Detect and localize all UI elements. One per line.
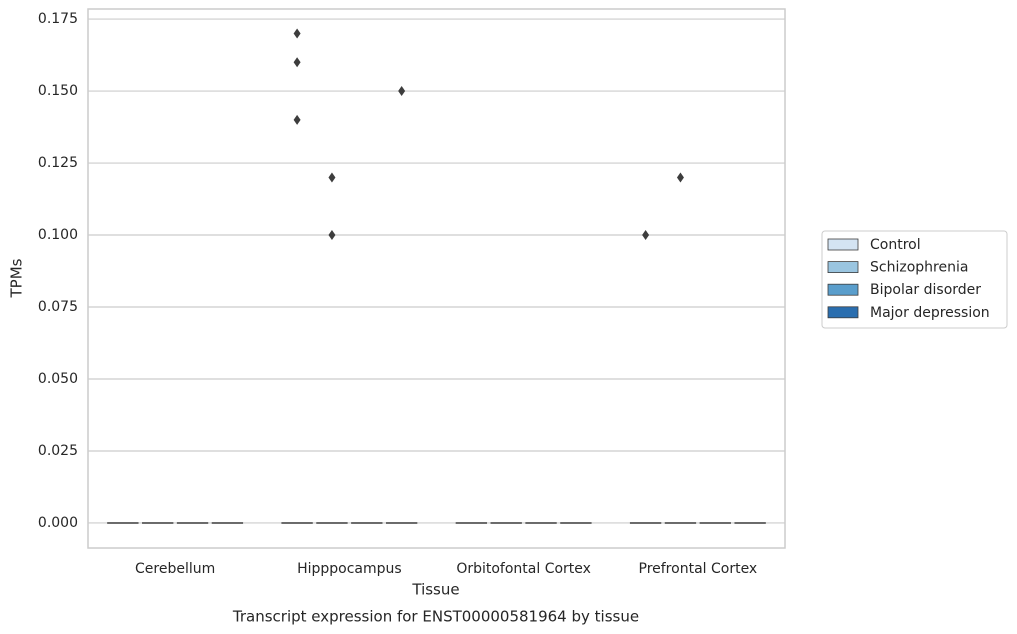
outlier (676, 172, 684, 183)
legend-label: Bipolar disorder (870, 282, 981, 298)
y-tick-label: 0.125 (38, 155, 78, 171)
outlier (328, 172, 336, 183)
x-tick-label: Orbitofontal Cortex (456, 561, 591, 577)
legend-label: Schizophrenia (870, 260, 968, 276)
x-axis-label: Tissue (411, 581, 459, 599)
y-tick-label: 0.100 (38, 227, 78, 243)
y-tick-label: 0.175 (38, 11, 78, 27)
legend-swatch (827, 283, 859, 296)
legend-swatch (827, 261, 859, 274)
y-tick-label: 0.150 (38, 83, 78, 99)
outlier (293, 114, 301, 125)
chart-caption: Transcript expression for ENST0000058196… (232, 608, 639, 626)
y-tick-label: 0.000 (38, 515, 78, 531)
y-tick-label: 0.025 (38, 443, 78, 459)
legend-frame (821, 230, 1008, 329)
plot-frame (87, 8, 786, 549)
legend-swatch (827, 306, 859, 319)
outlier (328, 230, 336, 241)
outlier (293, 57, 301, 68)
legend-label: Control (870, 237, 921, 253)
y-tick-label: 0.050 (38, 371, 78, 387)
outlier (642, 230, 650, 241)
legend-label: Major depression (870, 305, 990, 321)
outlier (293, 28, 301, 39)
x-tick-label: Hipppocampus (297, 561, 402, 577)
y-axis-label: TPMs (8, 258, 26, 298)
x-tick-label: Cerebellum (135, 561, 215, 577)
outlier (398, 86, 406, 97)
x-tick-label: Prefrontal Cortex (639, 561, 758, 577)
legend-swatch (827, 238, 859, 251)
y-tick-label: 0.075 (38, 299, 78, 315)
